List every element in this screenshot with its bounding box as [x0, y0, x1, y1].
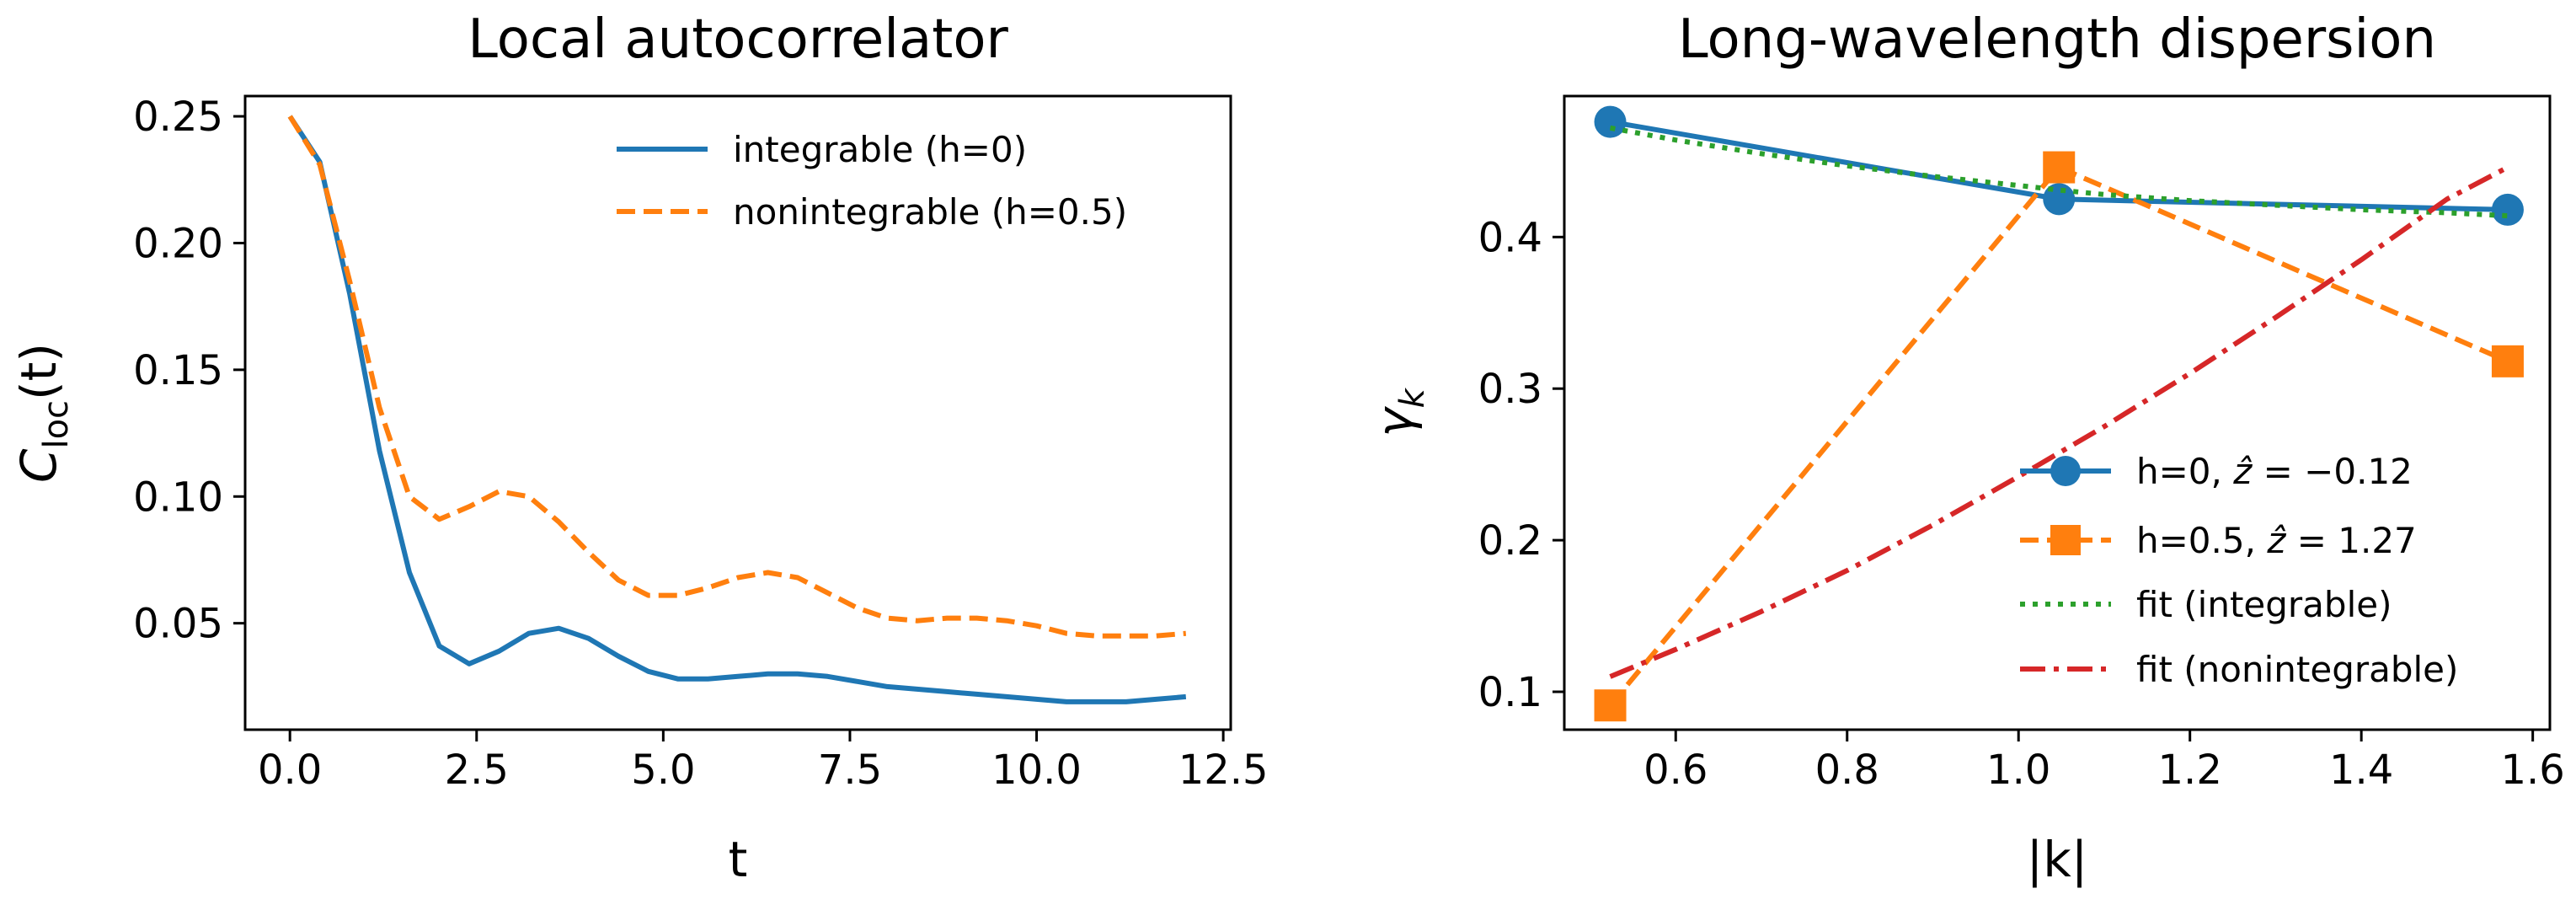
y-tick-label: 0.05	[133, 601, 223, 648]
panel-long-wavelength-dispersion: 0.6 0.8 1.0 1.2 1.4 1.6 0.1 0.2 0.3 0.4 Long-wav…	[1366, 8, 2565, 888]
panel-local-autocorrelator: 0.0 2.5 5.0 7.5 10.0 12.5 0.05 0.10 0.15 0.20 0.2…	[10, 8, 1269, 888]
x-ticks: 0.6 0.8 1.0 1.2 1.4 1.6	[1643, 730, 2565, 794]
series-line-0	[287, 115, 1187, 704]
x-tick-label: 5.0	[631, 747, 695, 794]
x-tick-label: 1.6	[2500, 747, 2564, 794]
chart-title: Local autocorrelator	[468, 8, 1008, 71]
series-line-2	[1609, 125, 2509, 219]
y-tick-label: 0.25	[133, 94, 223, 141]
y-tick-label: 0.15	[133, 347, 223, 394]
data-point-circle	[1594, 105, 1627, 138]
x-tick-label: 0.8	[1815, 747, 1879, 794]
data-point-square	[2491, 345, 2524, 377]
legend-label-fit-integrable: fit (integrable)	[2136, 584, 2392, 625]
data-point-square	[1594, 689, 1627, 722]
series-line-3	[1609, 164, 2509, 679]
legend-label-h05: h=0.5, ẑ = 1.27	[2136, 520, 2417, 561]
series-line-1	[287, 115, 1187, 639]
x-tick-label: 1.4	[2329, 747, 2393, 794]
x-axis-label: |k|	[2027, 831, 2088, 888]
data-point-circle	[2043, 183, 2076, 216]
y-axis-label: Cloc(t)	[10, 343, 76, 483]
x-tick-label: 1.2	[2158, 747, 2222, 794]
legend-marker-h0	[2050, 456, 2081, 486]
x-tick-label: 0.0	[258, 747, 322, 794]
x-tick-label: 10.0	[991, 747, 1082, 794]
y-tick-label: 0.2	[1478, 517, 1542, 565]
data-point-square	[2043, 151, 2076, 184]
legend-label-integrable: integrable (h=0)	[733, 129, 1027, 170]
x-tick-label: 0.6	[1643, 747, 1708, 794]
y-tick-label: 0.3	[1478, 366, 1542, 413]
y-tick-label: 0.4	[1478, 214, 1542, 261]
data-point-circle	[2491, 193, 2524, 226]
axes-frame	[1563, 94, 2552, 731]
y-tick-label: 0.1	[1478, 669, 1542, 716]
chart-title: Long-wavelength dispersion	[1678, 8, 2436, 71]
x-ticks: 0.0 2.5 5.0 7.5 10.0 12.5	[258, 730, 1269, 794]
axes-frame	[243, 94, 1232, 731]
y-ticks: 0.05 0.10 0.15 0.20 0.25	[133, 94, 245, 648]
legend: integrable (h=0) nonintegrable (h=0.5)	[617, 129, 1127, 233]
x-tick-label: 12.5	[1178, 747, 1269, 794]
legend: h=0, ẑ = −0.12 h=0.5, ẑ = 1.27 fit (inte…	[2020, 451, 2458, 690]
series-line-1	[1608, 164, 2509, 708]
x-tick-label: 7.5	[818, 747, 882, 794]
legend-label-nonintegrable: nonintegrable (h=0.5)	[733, 191, 1127, 233]
plot-lines	[287, 115, 1187, 704]
plot-lines	[1594, 105, 2524, 722]
y-axis-label: γk	[1366, 387, 1432, 436]
legend-label-fit-nonintegrable: fit (nonintegrable)	[2136, 649, 2458, 690]
x-tick-label: 1.0	[1986, 747, 2050, 794]
y-tick-label: 0.20	[133, 220, 223, 267]
y-tick-label: 0.10	[133, 474, 223, 521]
legend-marker-h05	[2050, 525, 2081, 555]
x-tick-label: 2.5	[445, 747, 509, 794]
x-axis-label: t	[729, 831, 748, 888]
y-ticks: 0.1 0.2 0.3 0.4	[1478, 214, 1564, 716]
legend-label-h0: h=0, ẑ = −0.12	[2136, 451, 2413, 492]
